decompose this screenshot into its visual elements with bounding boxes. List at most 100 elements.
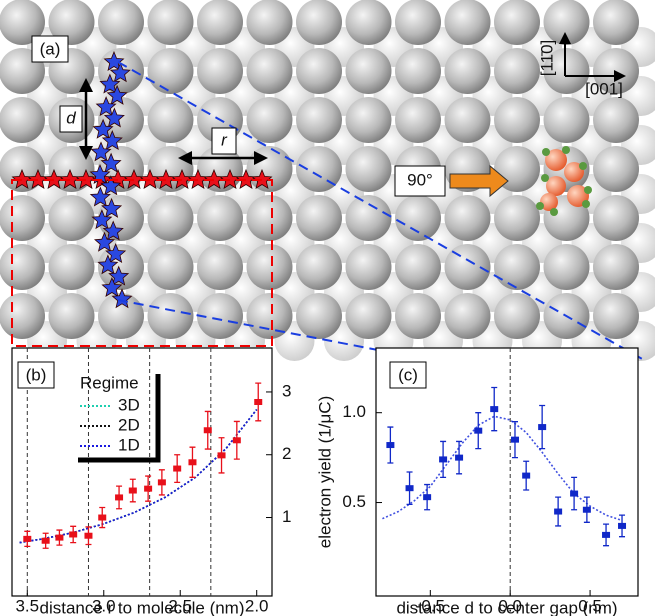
data-point: [423, 494, 432, 501]
zoom-line: [117, 299, 379, 351]
atom: [494, 244, 540, 290]
arrow-head: [614, 70, 626, 82]
data-point: [386, 442, 395, 449]
molecule-star: [106, 84, 128, 105]
data-point: [602, 531, 611, 538]
atom: [246, 244, 293, 290]
data-point: [474, 427, 483, 434]
molecule-star: [99, 73, 121, 94]
data-point: [41, 537, 50, 544]
atom: [246, 293, 293, 339]
data-point: [55, 534, 64, 541]
label-box: [59, 105, 83, 133]
atom: [494, 195, 540, 241]
y-axis-label: electron yield (1/μC): [315, 396, 334, 548]
data-point: [490, 406, 499, 413]
atom: [0, 0, 45, 45]
atom: [246, 0, 293, 45]
panel-label-box: [389, 361, 427, 389]
atom: [444, 48, 491, 94]
data-point: [128, 487, 137, 494]
atom: [444, 195, 491, 241]
atom: [494, 48, 540, 94]
legend-label: 2D: [118, 415, 140, 434]
atom: [395, 195, 441, 241]
atom: [246, 48, 293, 94]
data-point: [157, 479, 166, 486]
direction-label: [001]: [585, 79, 623, 98]
atom: [0, 293, 45, 339]
data-point: [570, 490, 579, 497]
atom: [543, 97, 590, 143]
atom: [296, 0, 342, 45]
atom: [494, 97, 540, 143]
molecule-star: [105, 243, 127, 264]
x-tick-label: 2.0: [245, 596, 269, 615]
atom: [593, 244, 639, 290]
molecule-star: [111, 288, 133, 309]
x-axis-label: distance d to center gap (nm): [396, 598, 617, 616]
atom: [543, 0, 590, 45]
atom: [48, 293, 95, 339]
charts: 3.5 3.0 2.5 2.0 1 2 3 distance r to molecule (n…: [11, 347, 639, 616]
atom: [246, 97, 293, 143]
atom: [147, 293, 194, 339]
y-tick-label: 1: [282, 507, 291, 526]
d-label: d: [66, 108, 76, 127]
molecule-star: [91, 209, 113, 230]
atom: [395, 0, 441, 45]
atom: [494, 293, 540, 339]
data-point: [23, 535, 32, 542]
atom: [593, 146, 639, 192]
x-tick-label: -0.5: [416, 596, 445, 615]
x-tick-label: 3.5: [15, 596, 39, 615]
data-point: [439, 456, 448, 463]
molecule-star: [103, 50, 125, 71]
molecule-star: [103, 107, 125, 128]
atom: [345, 97, 392, 143]
x-axis-label: distance r to molecule (nm): [39, 598, 244, 616]
molecule-star: [109, 62, 131, 83]
atom: [0, 195, 45, 241]
plot-area: [11, 347, 273, 597]
atom: [444, 97, 491, 143]
molecule-star: [95, 96, 117, 117]
atom: [395, 244, 441, 290]
label-box: [211, 127, 237, 155]
data-point: [510, 436, 519, 443]
data-point: [188, 459, 197, 466]
molecule-star: [102, 220, 124, 241]
atom: [444, 0, 491, 45]
atom: [197, 48, 243, 94]
panel-label-box: [31, 35, 69, 63]
atom: [345, 293, 392, 339]
panel-label: (b): [26, 365, 47, 384]
y-tick-label: 0.5: [342, 492, 366, 511]
atom: [296, 48, 342, 94]
atom: [48, 244, 95, 290]
atom: [147, 244, 194, 290]
panel-label: (c): [398, 365, 418, 384]
atom: [0, 97, 45, 143]
molecule-star: [101, 197, 123, 218]
atom: [48, 195, 95, 241]
plot-area: [375, 347, 639, 597]
y-tick-label: 2: [282, 444, 291, 463]
data-point: [173, 465, 182, 472]
atom: [246, 195, 293, 241]
atom: [147, 195, 194, 241]
data-point: [254, 398, 263, 405]
data-point: [115, 494, 124, 501]
atom: [345, 146, 392, 192]
atom: [197, 0, 243, 45]
atom: [444, 293, 491, 339]
molecule-star: [100, 175, 122, 196]
atom: [0, 244, 45, 290]
data-point: [522, 472, 531, 479]
data-point: [203, 427, 212, 434]
atom: [197, 293, 243, 339]
molecule-star: [89, 186, 111, 207]
zoom-line: [117, 61, 645, 361]
molecule-star: [94, 231, 115, 252]
arrow-head: [559, 32, 571, 44]
